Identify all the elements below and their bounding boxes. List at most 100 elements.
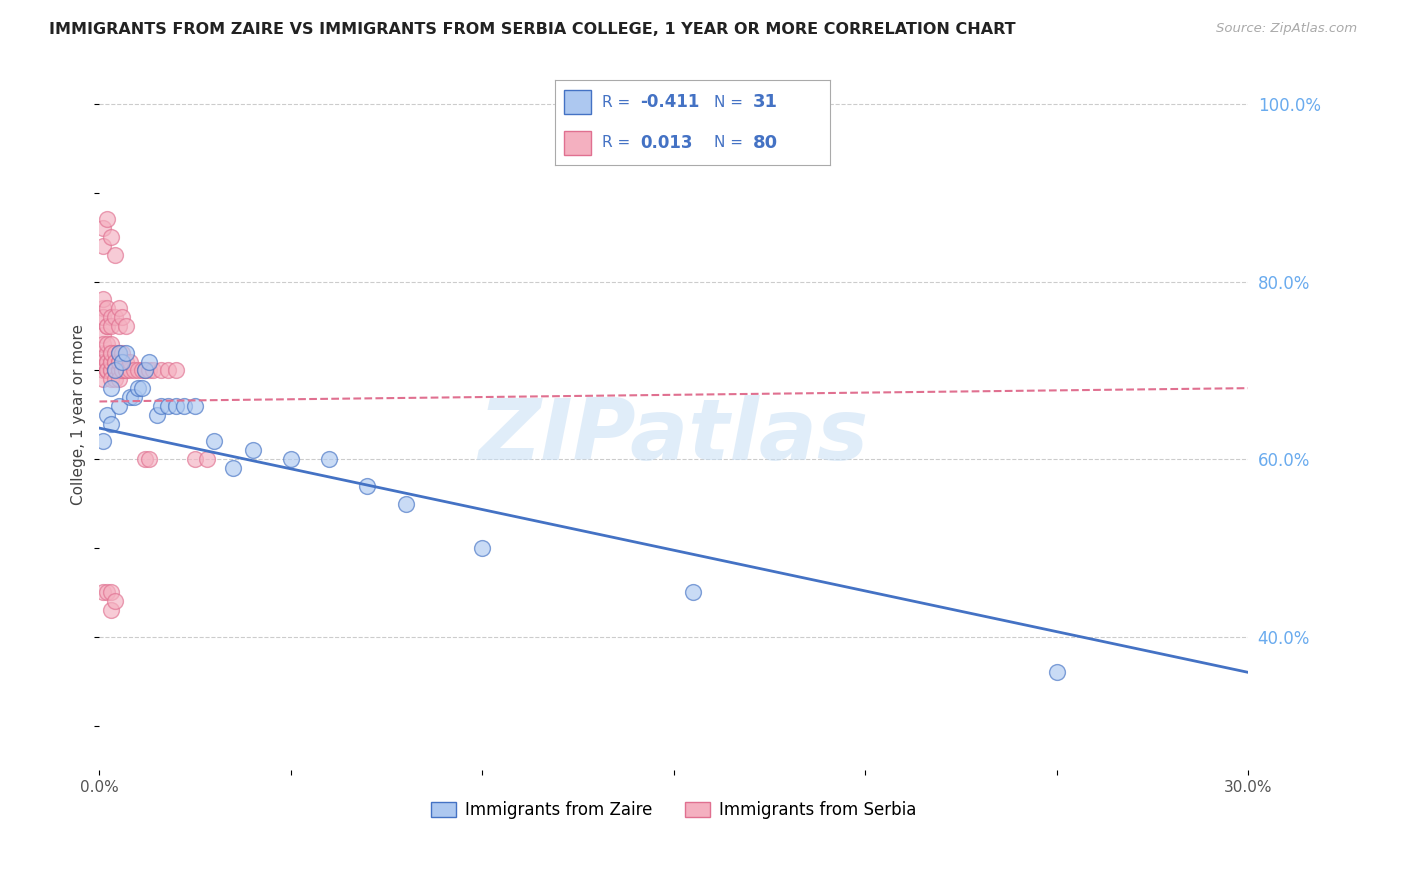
Point bbox=[91, 301, 114, 316]
Point bbox=[96, 212, 118, 227]
Point bbox=[104, 363, 127, 377]
Point bbox=[157, 363, 180, 377]
Point bbox=[134, 363, 156, 377]
Point bbox=[104, 363, 127, 377]
Point bbox=[138, 354, 160, 368]
Point bbox=[115, 363, 138, 377]
Point bbox=[104, 594, 127, 608]
Point bbox=[131, 381, 153, 395]
Point bbox=[100, 603, 122, 617]
Point bbox=[100, 354, 122, 368]
Text: N =: N = bbox=[714, 136, 748, 151]
Point bbox=[100, 381, 122, 395]
Point bbox=[100, 354, 122, 368]
Point bbox=[91, 585, 114, 599]
Point bbox=[138, 363, 160, 377]
Point bbox=[96, 318, 118, 333]
Text: ZIPatlas: ZIPatlas bbox=[478, 394, 869, 477]
Y-axis label: College, 1 year or more: College, 1 year or more bbox=[72, 325, 86, 505]
Point bbox=[91, 310, 114, 325]
Point bbox=[91, 345, 114, 359]
Text: -0.411: -0.411 bbox=[640, 94, 700, 112]
Point bbox=[104, 354, 127, 368]
Point bbox=[96, 363, 118, 377]
Point bbox=[115, 318, 138, 333]
Point bbox=[96, 354, 118, 368]
Point bbox=[91, 327, 114, 342]
Point bbox=[100, 310, 122, 325]
Point bbox=[107, 354, 129, 368]
Point bbox=[96, 408, 118, 422]
Point bbox=[91, 434, 114, 449]
Text: IMMIGRANTS FROM ZAIRE VS IMMIGRANTS FROM SERBIA COLLEGE, 1 YEAR OR MORE CORRELAT: IMMIGRANTS FROM ZAIRE VS IMMIGRANTS FROM… bbox=[49, 22, 1015, 37]
Point bbox=[115, 363, 138, 377]
Point bbox=[107, 363, 129, 377]
Point bbox=[111, 345, 134, 359]
Point bbox=[356, 479, 378, 493]
Point bbox=[127, 363, 149, 377]
Point bbox=[184, 399, 207, 413]
Point bbox=[96, 585, 118, 599]
Point bbox=[91, 293, 114, 307]
Point bbox=[91, 221, 114, 235]
Legend: Immigrants from Zaire, Immigrants from Serbia: Immigrants from Zaire, Immigrants from S… bbox=[425, 794, 922, 826]
Point bbox=[104, 248, 127, 262]
Point bbox=[91, 336, 114, 351]
Point bbox=[100, 345, 122, 359]
Point bbox=[111, 363, 134, 377]
Point bbox=[104, 310, 127, 325]
Point bbox=[471, 541, 494, 555]
Text: 0.013: 0.013 bbox=[640, 134, 693, 152]
Point bbox=[100, 336, 122, 351]
Point bbox=[107, 363, 129, 377]
Point bbox=[96, 345, 118, 359]
Point bbox=[104, 363, 127, 377]
Point bbox=[134, 363, 156, 377]
Point bbox=[96, 363, 118, 377]
Point bbox=[100, 363, 122, 377]
Text: 80: 80 bbox=[752, 134, 778, 152]
Point bbox=[104, 363, 127, 377]
Bar bbox=[564, 90, 591, 114]
Point bbox=[104, 372, 127, 386]
Point bbox=[100, 417, 122, 431]
Point bbox=[149, 363, 172, 377]
Point bbox=[202, 434, 225, 449]
Text: 31: 31 bbox=[752, 94, 778, 112]
Point bbox=[91, 354, 114, 368]
Point bbox=[173, 399, 195, 413]
Point bbox=[100, 372, 122, 386]
Point bbox=[134, 452, 156, 467]
Point bbox=[111, 363, 134, 377]
Point bbox=[165, 363, 187, 377]
Text: N =: N = bbox=[714, 95, 748, 110]
Point bbox=[682, 585, 704, 599]
Point bbox=[91, 363, 114, 377]
Point bbox=[149, 399, 172, 413]
Point bbox=[395, 497, 418, 511]
Point bbox=[104, 354, 127, 368]
Point bbox=[280, 452, 302, 467]
Bar bbox=[564, 131, 591, 155]
Text: R =: R = bbox=[602, 136, 636, 151]
Point bbox=[96, 318, 118, 333]
Point bbox=[111, 310, 134, 325]
Point bbox=[120, 354, 142, 368]
Point bbox=[242, 443, 264, 458]
Point bbox=[184, 452, 207, 467]
Point bbox=[100, 345, 122, 359]
Point bbox=[120, 390, 142, 404]
Point bbox=[131, 363, 153, 377]
Point bbox=[104, 345, 127, 359]
Point bbox=[107, 345, 129, 359]
Point bbox=[122, 390, 145, 404]
Point bbox=[96, 363, 118, 377]
Point bbox=[91, 239, 114, 253]
Text: R =: R = bbox=[602, 95, 636, 110]
Point bbox=[165, 399, 187, 413]
Point bbox=[107, 345, 129, 359]
Point bbox=[157, 399, 180, 413]
Point bbox=[96, 301, 118, 316]
Point bbox=[100, 318, 122, 333]
Point bbox=[115, 354, 138, 368]
